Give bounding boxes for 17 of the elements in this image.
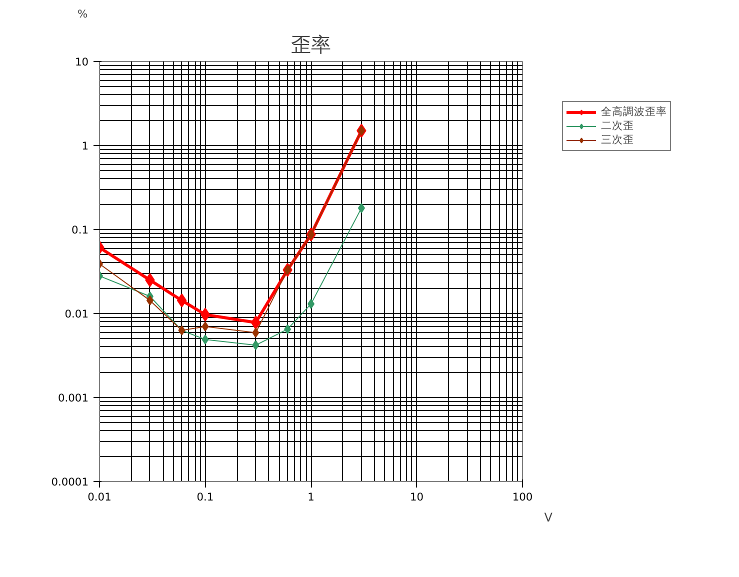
x-tick-label: 10 [410, 490, 424, 504]
y-tick-label: 0.1 [72, 224, 89, 236]
legend-label: 三次歪 [601, 133, 634, 147]
chart-title: 歪率 [291, 32, 331, 56]
y-tick-label: 10 [74, 56, 89, 68]
x-tick-label: 1 [308, 490, 314, 504]
x-axis-title: V [544, 510, 554, 524]
x-tick-label: 100 [512, 490, 533, 504]
x-tick-label: 0.01 [88, 490, 112, 504]
y-tick-label: 0.001 [58, 392, 89, 404]
legend-label: 全高調波歪率 [601, 105, 667, 119]
y-axis-title: % [78, 8, 88, 20]
y-tick-label: 1 [82, 140, 88, 152]
y-tick-label: 0.01 [64, 308, 89, 320]
y-tick-label: 0.0001 [51, 476, 89, 488]
legend-label: 二次歪 [601, 119, 634, 133]
x-tick-label: 0.1 [196, 490, 214, 504]
